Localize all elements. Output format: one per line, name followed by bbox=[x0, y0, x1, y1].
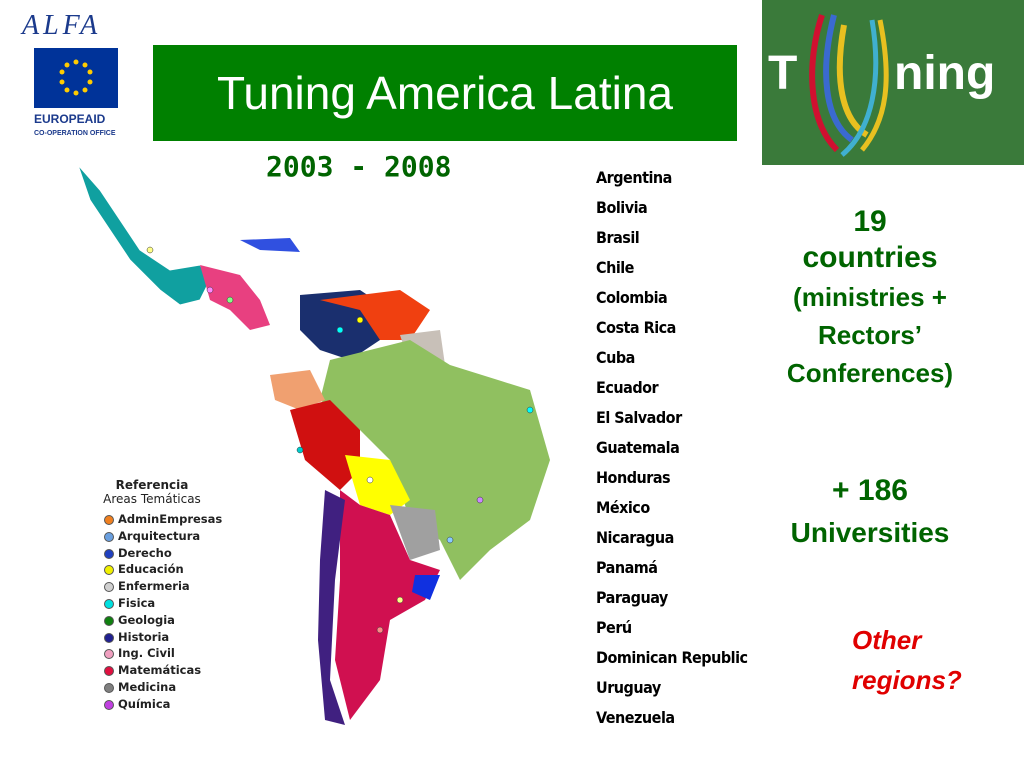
question: Other regions? bbox=[852, 620, 962, 700]
legend-swatch bbox=[104, 615, 114, 626]
countries-summary: 19 countries (ministries + Rectors’ Conf… bbox=[760, 204, 980, 394]
country: México bbox=[596, 498, 650, 517]
legend-swatch bbox=[104, 548, 114, 559]
legend-swatch bbox=[104, 666, 114, 677]
country: Chile bbox=[596, 258, 634, 277]
country: Venezuela bbox=[596, 708, 675, 727]
map bbox=[77, 164, 550, 725]
eu-stars bbox=[59, 59, 93, 96]
legend: Referencia Areas Temáticas bbox=[102, 478, 202, 506]
legend-swatch bbox=[104, 515, 114, 525]
legend-item: Fisica bbox=[118, 596, 156, 610]
summary-line: (ministries + bbox=[793, 282, 947, 312]
legend-title: Referencia bbox=[115, 478, 189, 492]
legend-item: Medicina bbox=[118, 680, 177, 694]
summary-line: + 186 bbox=[832, 474, 908, 507]
legend-swatch bbox=[104, 599, 114, 609]
legend-swatch bbox=[104, 699, 114, 710]
legend-swatch bbox=[104, 565, 114, 576]
country: El Salvador bbox=[596, 408, 682, 427]
legend-item: Matemáticas bbox=[118, 663, 202, 678]
tuning-rest: ning bbox=[894, 47, 996, 100]
legend-item: Derecho bbox=[118, 545, 172, 560]
legend-swatch bbox=[104, 531, 114, 542]
country: Guatemala bbox=[596, 438, 680, 457]
title-box: Tuning America Latina bbox=[153, 45, 737, 141]
country: Perú bbox=[596, 618, 632, 637]
legend-swatch bbox=[104, 582, 114, 593]
question-line: regions? bbox=[852, 665, 962, 695]
country: Cuba bbox=[596, 348, 635, 367]
universities-summary: + 186 Universities bbox=[760, 470, 980, 554]
legend-item: Historia bbox=[118, 629, 170, 644]
legend-swatch bbox=[104, 649, 114, 660]
tuning-t: T bbox=[768, 47, 798, 100]
map-dots bbox=[146, 246, 534, 634]
europeaid-text: EUROPEAID bbox=[34, 112, 106, 126]
tuning-swirls bbox=[809, 14, 889, 157]
summary-line: countries bbox=[802, 241, 938, 274]
legend-item: Arquitectura bbox=[118, 528, 201, 543]
legend-swatch bbox=[104, 683, 114, 693]
summary-line: Conferences) bbox=[786, 358, 954, 388]
country: Argentina bbox=[596, 168, 672, 187]
country: Dominican Republic bbox=[596, 648, 748, 667]
summary-line: Universities bbox=[790, 517, 950, 548]
country: Uruguay bbox=[596, 678, 661, 697]
country: Brasil bbox=[596, 228, 640, 247]
summary-line: 19 bbox=[853, 205, 887, 238]
period: 2003 - 2008 bbox=[266, 150, 452, 183]
summary-line: Rectors’ bbox=[817, 320, 923, 350]
legend-subtitle: Areas Temáticas bbox=[103, 492, 201, 506]
country: Bolivia bbox=[596, 198, 648, 217]
country: Honduras bbox=[596, 468, 671, 487]
legend-item: Ing. Civil bbox=[118, 646, 175, 661]
eu-logo: ALFA EUROPEAID CO-OPERATION OFFICE bbox=[20, 8, 130, 148]
question-line: Other bbox=[852, 625, 922, 655]
tuning-logo: T ning bbox=[762, 0, 1024, 165]
country: Costa Rica bbox=[596, 318, 676, 337]
alfa-logo: ALFA bbox=[22, 10, 102, 41]
country: Paraguay bbox=[596, 588, 668, 607]
country: Ecuador bbox=[596, 378, 659, 397]
legend-item: Química bbox=[118, 696, 171, 711]
title: Tuning America Latina bbox=[216, 67, 673, 119]
legend-item: Geologia bbox=[118, 612, 175, 627]
country: Colombia bbox=[596, 288, 668, 307]
country: Panamá bbox=[596, 558, 658, 577]
office-text: CO-OPERATION OFFICE bbox=[34, 130, 116, 137]
eu-flag bbox=[34, 48, 118, 108]
country: Nicaragua bbox=[596, 528, 674, 547]
legend-item: Educación bbox=[118, 562, 184, 577]
legend-swatch bbox=[104, 632, 114, 643]
legend-item: AdminEmpresas bbox=[118, 512, 223, 526]
legend-item: Enfermeria bbox=[118, 579, 190, 594]
